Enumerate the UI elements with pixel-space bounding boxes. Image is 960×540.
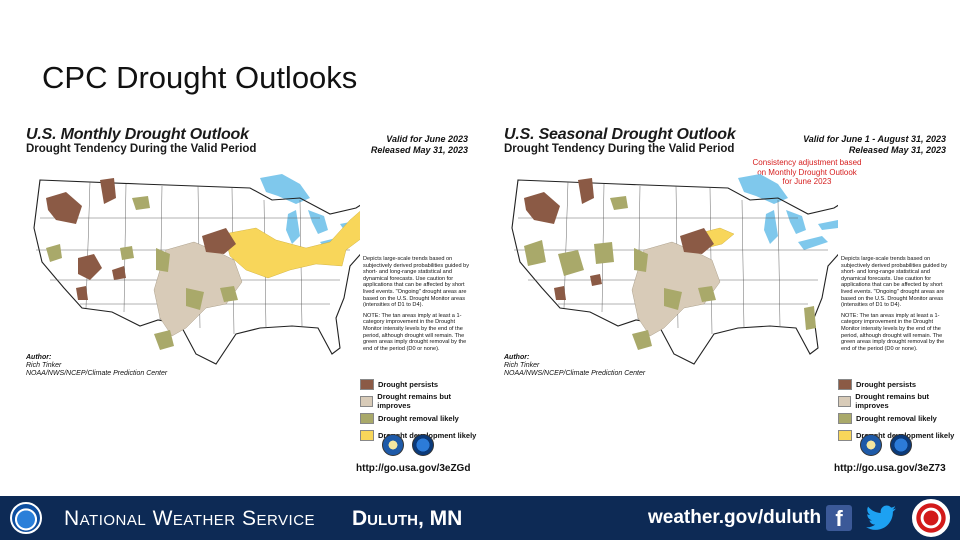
facebook-icon[interactable]: f <box>826 505 852 531</box>
legend-label: Drought persists <box>856 379 917 389</box>
footer-bar: National Weather Service Duluth, MN weat… <box>0 496 960 540</box>
author-label: Author: <box>504 354 530 361</box>
map-title: U.S. Seasonal Drought Outlook <box>504 126 736 143</box>
noaa-logo-icon <box>412 434 434 456</box>
monthly-outlook-map: U.S. Monthly Drought Outlook Drought Ten… <box>12 118 480 480</box>
author-block: Author: Rich Tinker NOAA/NWS/NCEP/Climat… <box>26 354 167 378</box>
valid-block: Valid for June 1 - August 31, 2023 Relea… <box>803 134 946 156</box>
legend-swatch <box>838 378 852 390</box>
legend-swatch <box>838 429 852 441</box>
consistency-note: Consistency adjustment based on Monthly … <box>752 158 862 186</box>
legend-swatch <box>360 378 374 390</box>
author-name: Rich Tinker <box>26 362 62 369</box>
legend-label: Drought removal likely <box>378 413 459 423</box>
slide-title: CPC Drought Outlooks <box>42 60 358 95</box>
notes-paragraph-2: NOTE: The tan areas imply at least a 1-c… <box>841 312 945 352</box>
us-map <box>511 174 838 365</box>
legend-swatch <box>360 395 374 407</box>
legend-item-removal: Drought removal likely <box>838 410 958 426</box>
author-org: NOAA/NWS/NCEP/Climate Prediction Center <box>26 370 168 377</box>
legend-label: Drought persists <box>378 379 439 389</box>
released-date: Released May 31, 2023 <box>848 145 946 155</box>
legend-label: Drought removal likely <box>856 413 937 423</box>
valid-period: Valid for June 2023 <box>386 134 468 144</box>
footer-website-link[interactable]: weather.gov/duluth <box>648 507 822 528</box>
legend-swatch <box>360 429 374 441</box>
valid-block: Valid for June 2023 Released May 31, 202… <box>371 134 468 156</box>
us-map <box>33 174 360 365</box>
noaa-logo-icon <box>890 434 912 456</box>
twitter-icon[interactable] <box>866 505 896 531</box>
map-notes: Depicts large-scale trends based on subj… <box>841 256 951 356</box>
author-label: Author: <box>26 354 52 361</box>
notes-paragraph-1: Depicts large-scale trends based on subj… <box>363 256 470 309</box>
map-title: U.S. Monthly Drought Outlook <box>26 126 249 143</box>
author-block: Author: Rich Tinker NOAA/NWS/NCEP/Climat… <box>504 354 645 378</box>
legend-item-improves: Drought remains but improves <box>838 392 958 410</box>
map-subtitle: Drought Tendency During the Valid Period <box>504 143 735 155</box>
legend-item-improves: Drought remains but improves <box>360 392 480 410</box>
outlook-link[interactable]: http://go.usa.gov/3eZGd <box>356 463 471 474</box>
legend-swatch <box>838 412 852 424</box>
agency-logos <box>860 434 912 456</box>
agency-logos <box>382 434 434 456</box>
noaa-logo-icon <box>10 502 42 534</box>
map-notes: Depicts large-scale trends based on subj… <box>363 256 473 356</box>
legend-label: Drought remains but improves <box>855 392 930 410</box>
author-org: NOAA/NWS/NCEP/Climate Prediction Center <box>504 370 646 377</box>
released-date: Released May 31, 2023 <box>370 145 468 155</box>
legend-label: Drought remains but improves <box>377 392 452 410</box>
legend-swatch <box>838 395 852 407</box>
footer-office-name: Duluth, MN <box>352 507 463 530</box>
legend-item-persists: Drought persists <box>360 376 480 392</box>
legend-swatch <box>360 412 374 424</box>
author-name: Rich Tinker <box>504 362 540 369</box>
legend-item-removal: Drought removal likely <box>360 410 480 426</box>
seasonal-outlook-map: U.S. Seasonal Drought Outlook Drought Te… <box>490 118 958 480</box>
commerce-seal-icon <box>860 434 882 456</box>
nws-seal-icon <box>912 499 950 537</box>
outlook-link[interactable]: http://go.usa.gov/3eZ73 <box>834 463 946 474</box>
valid-period: Valid for June 1 - August 31, 2023 <box>803 134 946 144</box>
commerce-seal-icon <box>382 434 404 456</box>
notes-paragraph-2: NOTE: The tan areas imply at least a 1-c… <box>363 312 467 352</box>
notes-paragraph-1: Depicts large-scale trends based on subj… <box>841 256 948 309</box>
footer-org-name: National Weather Service <box>64 507 316 530</box>
map-subtitle: Drought Tendency During the Valid Period <box>26 143 257 155</box>
legend-item-persists: Drought persists <box>838 376 958 392</box>
